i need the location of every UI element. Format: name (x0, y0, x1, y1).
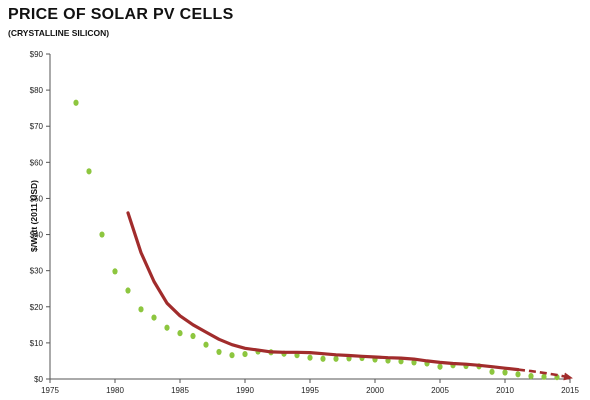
data-point (73, 99, 79, 106)
data-point (216, 348, 222, 356)
trend-line (126, 211, 520, 372)
data-point (333, 355, 339, 362)
axes (46, 53, 571, 383)
data-point (307, 354, 313, 361)
y-tick-label: $0 (34, 375, 43, 384)
data-point (528, 373, 534, 380)
plot-area (73, 99, 573, 381)
data-point (151, 314, 157, 321)
data-point (502, 369, 508, 376)
y-tick-label: $70 (30, 122, 44, 131)
x-tick-label: 2010 (496, 386, 514, 395)
data-point (177, 330, 183, 337)
x-tick-label: 1975 (41, 386, 59, 395)
y-tick-label: $20 (30, 303, 44, 312)
trend-projection-arrow (517, 368, 573, 381)
data-point (320, 355, 326, 362)
chart-title: PRICE OF SOLAR PV CELLS (8, 6, 234, 23)
data-point (541, 373, 547, 380)
axis-labels: $/Watt (2011 USD) $0 $10 $20 $30 $40 $50 $60 $7… (29, 50, 579, 395)
data-point (190, 332, 196, 340)
data-point (138, 306, 144, 313)
y-tick-label: $60 (30, 158, 44, 167)
data-point (489, 368, 495, 375)
data-point (515, 371, 521, 378)
y-tick-label: $50 (30, 194, 44, 203)
data-point (125, 287, 131, 294)
data-point (164, 324, 170, 331)
x-tick-label: 2015 (561, 386, 579, 395)
x-tick-label: 2000 (366, 386, 384, 395)
data-point (229, 352, 235, 359)
y-tick-label: $30 (30, 267, 44, 276)
y-tick-label: $80 (30, 86, 44, 95)
data-point (242, 350, 248, 358)
data-point (203, 341, 209, 348)
y-axis-title: $/Watt (2011 USD) (29, 180, 39, 252)
x-tick-label: 2005 (431, 386, 449, 395)
data-point (437, 363, 443, 370)
chart-subtitle: (CRYSTALLINE SILICON) (8, 28, 110, 38)
x-tick-label: 1985 (171, 386, 189, 395)
data-point (99, 231, 105, 238)
data-point (86, 168, 92, 175)
y-tick-label: $40 (30, 231, 44, 240)
data-point (112, 268, 118, 275)
y-tick-label: $90 (30, 50, 44, 59)
x-tick-label: 1995 (301, 386, 319, 395)
x-tick-label: 1990 (236, 386, 254, 395)
x-tick-label: 1980 (106, 386, 124, 395)
y-tick-label: $10 (30, 339, 44, 348)
